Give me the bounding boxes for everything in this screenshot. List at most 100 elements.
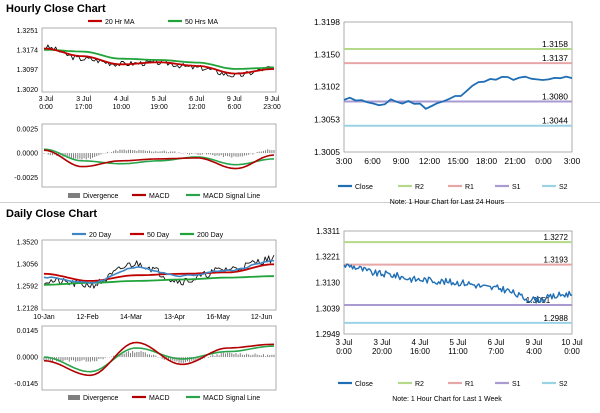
hourly-macd-ytick: -0.0025 xyxy=(14,175,38,182)
hourly-macd-ytick: 0.0000 xyxy=(17,151,39,158)
daily-macd-frame xyxy=(41,325,277,391)
hourly-price-xtick: 12:00 xyxy=(188,104,206,111)
one-week-ytick: 1.2949 xyxy=(316,330,341,339)
one-week-legend-s1-label: S1 xyxy=(512,381,521,388)
hourly-price-frame xyxy=(41,27,277,93)
daily-50day-line xyxy=(43,263,275,282)
hourly-price-ytick: 1.3174 xyxy=(17,48,39,55)
hourly-price-line xyxy=(43,44,275,78)
hourly-price-ytick: 1.3251 xyxy=(17,28,39,35)
hourly-macd-line xyxy=(43,149,275,170)
one-hour-level-label-r1: 1.3137 xyxy=(542,53,568,63)
hourly-legend-macd-label: MACD xyxy=(149,193,170,200)
hourly-20hr-ma-line xyxy=(43,47,275,75)
one-hour-ytick: 1.3198 xyxy=(314,17,340,27)
one-week-xtick: 4 Jul xyxy=(412,338,429,347)
one-hour-xtick: 12:00 xyxy=(419,156,441,166)
daily-200day-line xyxy=(43,275,274,286)
hourly-price-xtick: 10:00 xyxy=(113,104,131,111)
one-week-xtick: 0:00 xyxy=(336,347,352,356)
hourly-price-ytick: 1.3020 xyxy=(17,87,39,94)
hourly-price-xtick: 19:00 xyxy=(150,104,168,111)
daily-price-xtick: 10-Jan xyxy=(33,314,55,321)
one-hour-legend-close-label: Close xyxy=(355,184,373,191)
daily-legend-50day-label: 50 Day xyxy=(147,232,170,239)
one-week-legend-close-label: Close xyxy=(355,381,373,388)
hourly-price-xtick: 6:00 xyxy=(228,104,242,111)
daily-price-xtick: 12-Feb xyxy=(76,314,98,321)
hourly-legend-divergence-swatch xyxy=(68,193,80,198)
daily-macd-line xyxy=(43,341,275,377)
daily-legend-divergence-label: Divergence xyxy=(83,395,119,402)
one-week-xtick: 5 Jul xyxy=(450,338,467,347)
one-hour-ytick: 1.3150 xyxy=(314,49,340,59)
hourly-section-title: Hourly Close Chart xyxy=(6,3,106,15)
hourly-price-xtick: 9 Jul xyxy=(227,96,242,103)
one-week-frame xyxy=(343,230,573,335)
daily-price-xtick: 12-Jun xyxy=(251,314,273,321)
one-week-xtick: 9 Jul xyxy=(526,338,543,347)
hourly-price-xtick: 5 Jul xyxy=(152,96,167,103)
one-week-ytick: 1.3221 xyxy=(316,253,341,262)
hourly-legend-divergence-label: Divergence xyxy=(83,193,119,200)
one-week-xtick: 10 Jul xyxy=(561,338,583,347)
one-week-legend-s2-label: S2 xyxy=(559,381,568,388)
daily-price-ytick: 1.2128 xyxy=(17,306,39,313)
one-hour-xtick: 3:00 xyxy=(336,156,353,166)
one-hour-xtick: 21:00 xyxy=(504,156,526,166)
one-hour-xtick: 6:00 xyxy=(364,156,381,166)
daily-20day-line xyxy=(43,259,275,284)
daily-price-xtick: 14-Mar xyxy=(120,314,143,321)
one-week-ytick: 1.3311 xyxy=(316,227,340,236)
hourly-price-xtick: 3 Jul xyxy=(39,96,54,103)
one-week-legend-r1-label: R1 xyxy=(465,381,474,388)
one-hour-level-label-s1: 1.3080 xyxy=(542,91,568,101)
one-week-xtick: 3 Jul xyxy=(336,338,353,347)
daily-macd-ytick: 0.0145 xyxy=(17,328,39,335)
one-week-xtick: 3 Jul xyxy=(374,338,391,347)
one-week-xtick: 11:00 xyxy=(448,347,468,356)
one-hour-ytick: 1.3053 xyxy=(314,115,340,125)
daily-price-ytick: 1.3520 xyxy=(17,239,39,246)
daily-legend-macd-label: MACD xyxy=(149,395,170,402)
one-hour-level-label-r2: 1.3158 xyxy=(542,39,568,49)
one-hour-level-label-s2: 1.3044 xyxy=(542,116,568,126)
one-week-close-line xyxy=(343,263,573,304)
hourly-legend-50hrs-label: 50 Hrs MA xyxy=(185,19,218,26)
daily-price-xtick: 13-Apr xyxy=(164,314,186,321)
daily-price-ytick: 1.2592 xyxy=(17,284,39,291)
daily-price-xtick: 16-May xyxy=(206,314,230,321)
hourly-macd-frame xyxy=(41,123,277,188)
one-hour-xtick: 15:00 xyxy=(447,156,469,166)
daily-price-ytick: 1.3056 xyxy=(17,262,39,269)
one-week-level-label-r1: 1.3193 xyxy=(544,256,569,265)
one-week-level-label-r2: 1.3272 xyxy=(544,233,569,242)
one-hour-note: Note: 1 Hour Chart for Last 24 Hours xyxy=(390,199,505,206)
daily-legend-signal-label: MACD Signal Line xyxy=(203,395,260,402)
daily-legend-200day-label: 200 Day xyxy=(197,232,224,239)
hourly-50hr-ma-line xyxy=(44,48,274,70)
one-hour-frame xyxy=(343,21,573,153)
hourly-legend-signal-label: MACD Signal Line xyxy=(203,193,260,200)
daily-legend-divergence-swatch xyxy=(68,395,80,400)
one-hour-xtick: 18:00 xyxy=(476,156,498,166)
hourly-price-ytick: 1.3097 xyxy=(17,67,39,74)
hourly-price-xtick: 6 Jul xyxy=(189,96,204,103)
daily-signal-line xyxy=(43,345,275,373)
one-week-ytick: 1.3130 xyxy=(316,279,341,288)
one-hour-legend-s1-label: S1 xyxy=(512,184,521,191)
daily-macd-ytick: -0.0145 xyxy=(14,381,38,388)
one-hour-xtick: 9:00 xyxy=(393,156,410,166)
hourly-price-xtick: 9 Jul xyxy=(265,96,280,103)
hourly-price-xtick: 0:00 xyxy=(39,104,53,111)
one-week-xtick: 4:00 xyxy=(526,347,542,356)
hourly-macd-ytick: 0.0025 xyxy=(17,126,39,133)
section-divider xyxy=(0,202,600,203)
one-week-xtick: 0:00 xyxy=(564,347,580,356)
hourly-signal-line xyxy=(43,148,275,166)
hourly-price-xtick: 17:00 xyxy=(75,104,93,111)
hourly-price-xtick: 4 Jul xyxy=(114,96,129,103)
daily-legend-20day-label: 20 Day xyxy=(89,232,112,239)
one-hour-legend-s2-label: S2 xyxy=(559,184,568,191)
